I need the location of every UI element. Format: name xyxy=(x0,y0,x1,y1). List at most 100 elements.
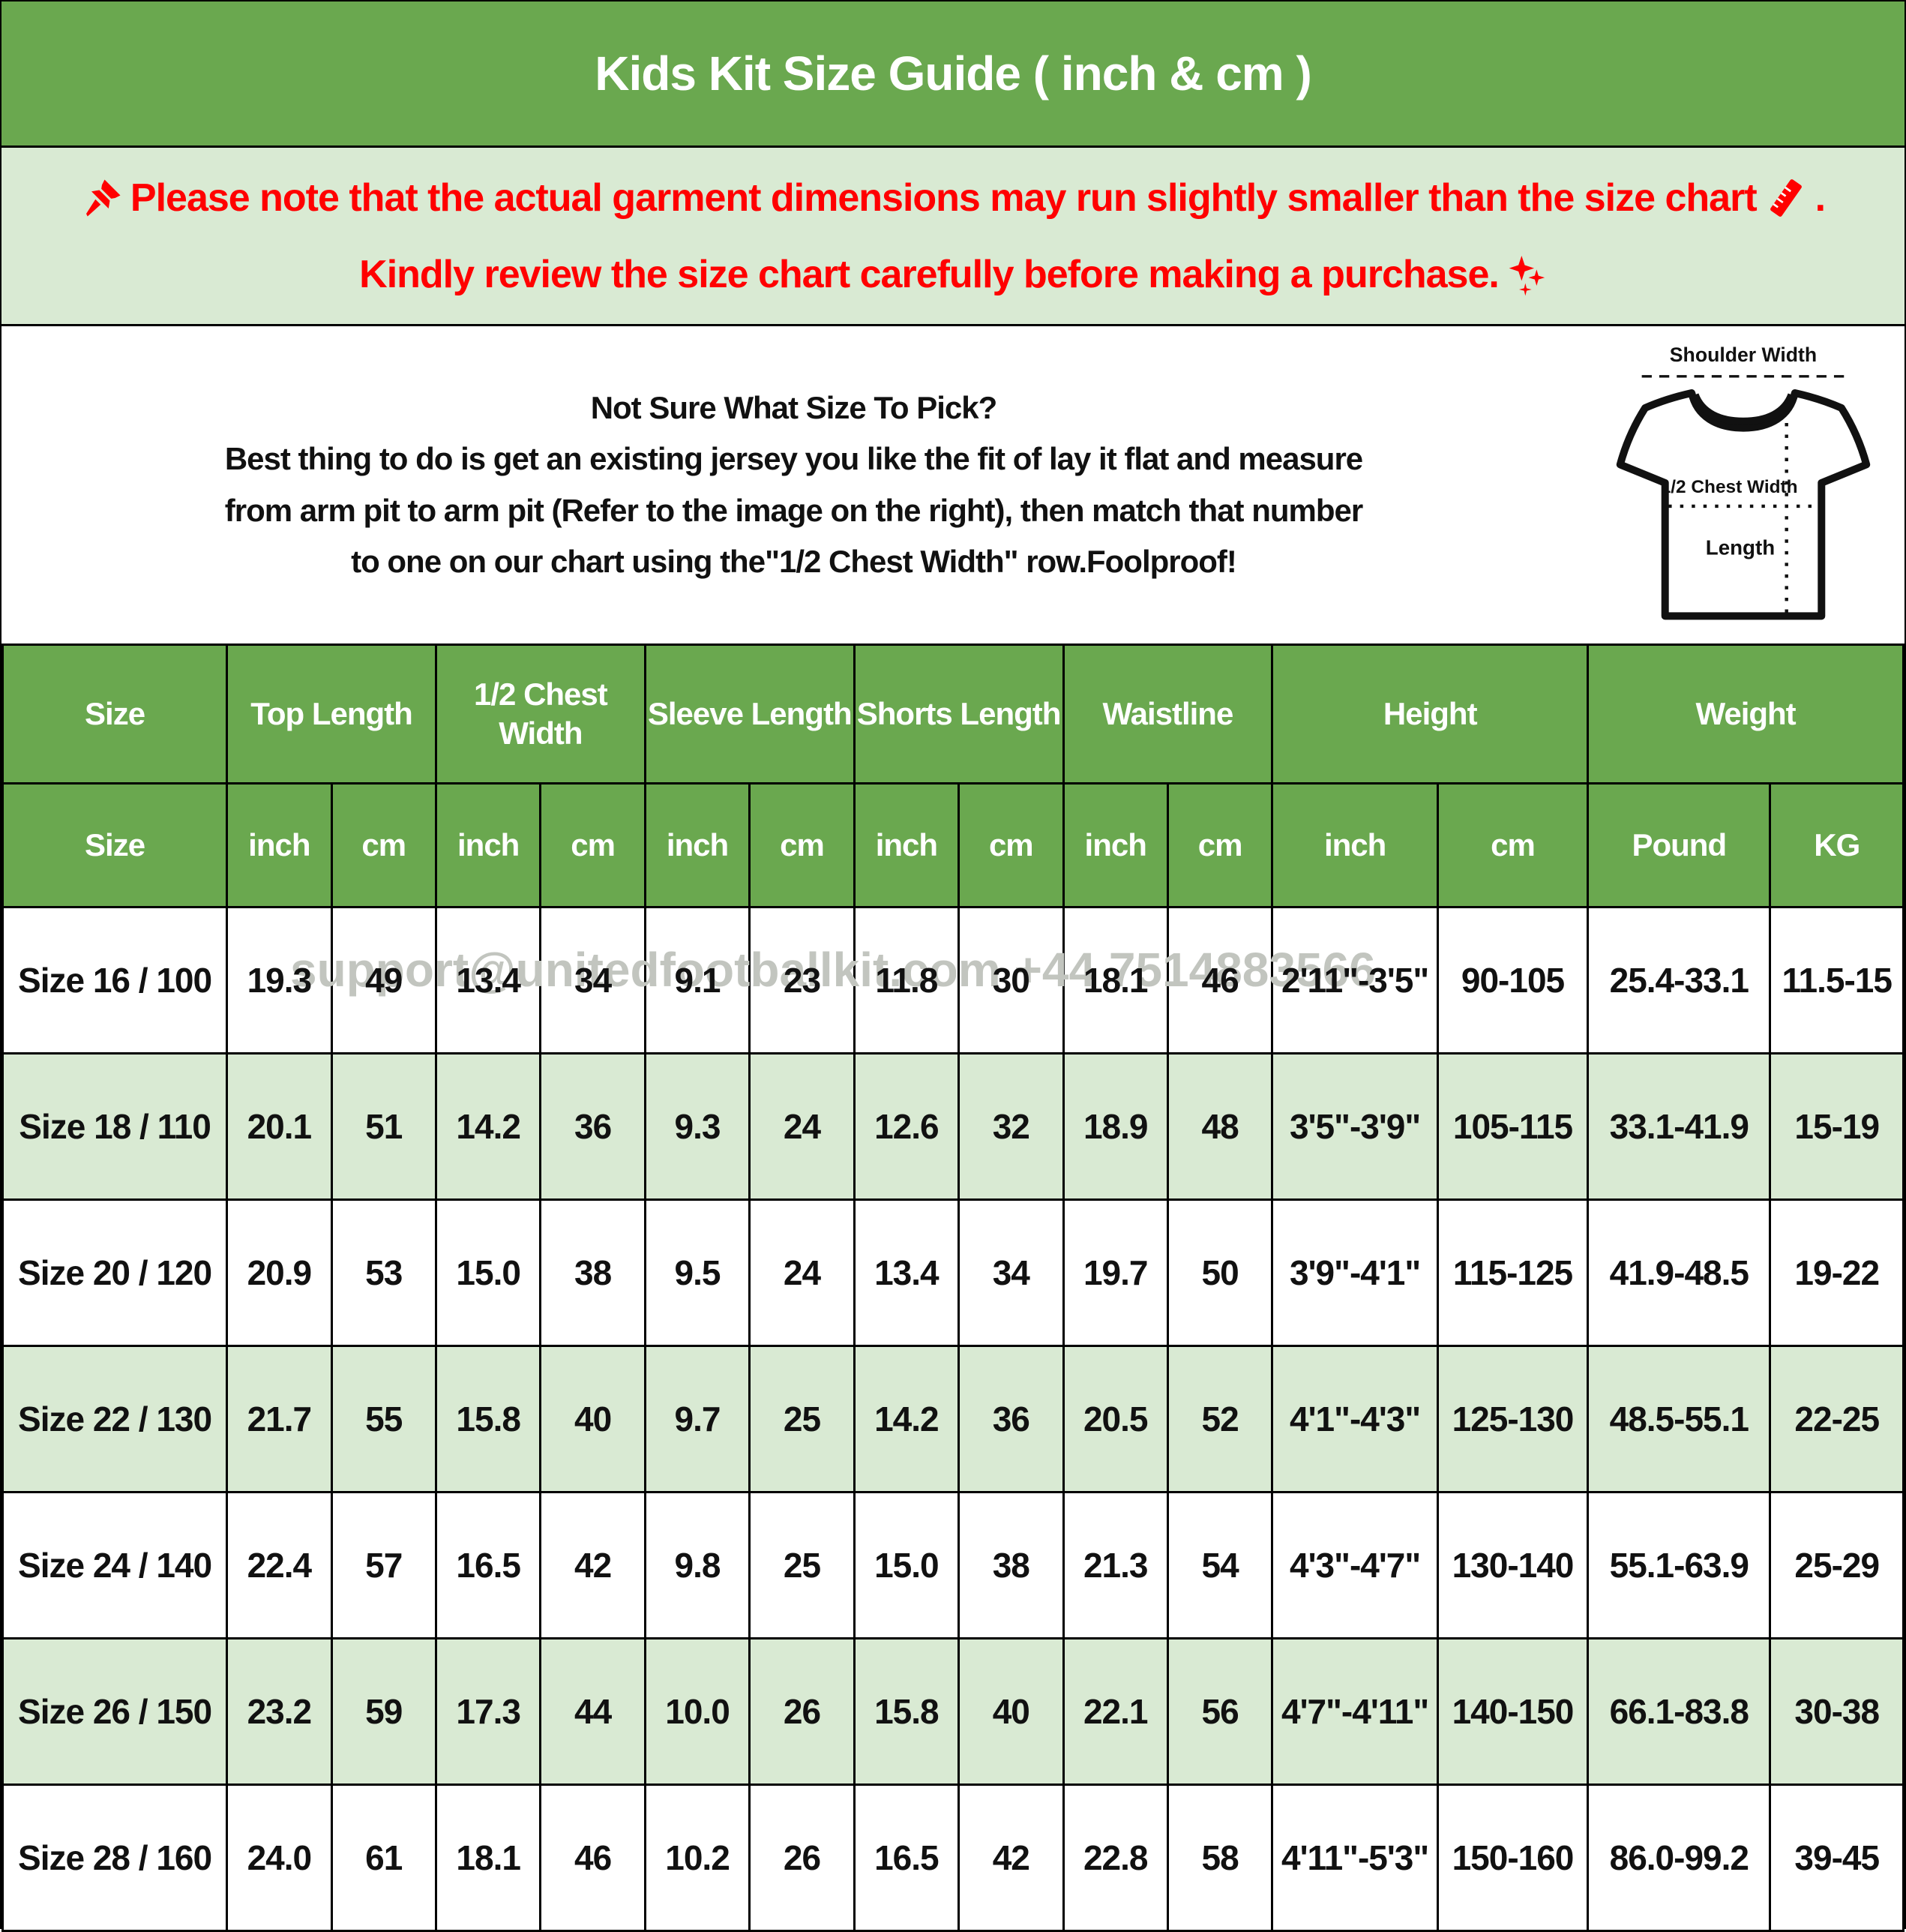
table-cell: 130-140 xyxy=(1436,1491,1590,1640)
table-cell: 18.1 xyxy=(1062,906,1169,1054)
table-cell: 9.8 xyxy=(643,1491,751,1640)
table-cell: 57 xyxy=(330,1491,437,1640)
table-cell: 9.3 xyxy=(643,1052,751,1201)
table-cell: 25.4-33.1 xyxy=(1587,906,1772,1054)
table-cell: 49 xyxy=(330,906,437,1054)
unit-header-0-size: Size xyxy=(1,782,229,908)
column-header-waistline: Waistline xyxy=(1062,644,1274,784)
unit-header-7-inch: inch xyxy=(853,782,960,908)
notice-text-1: Please note that the actual garment dime… xyxy=(130,176,1758,220)
table-cell: 54 xyxy=(1166,1491,1274,1640)
table-cell: 48 xyxy=(1166,1052,1274,1201)
table-row-size-20-120: Size 20 / 120 20.9 53 15.0 38 9.5 24 13.4 34 19.7… xyxy=(1,1198,1905,1347)
unit-header-6-cm: cm xyxy=(748,782,856,908)
table-cell: 4'7"-4'11" xyxy=(1271,1637,1439,1786)
table-cell: 32 xyxy=(957,1052,1065,1201)
notice-banner: Please note that the actual garment dime… xyxy=(1,148,1905,326)
table-cell: 24 xyxy=(748,1052,856,1201)
unit-header-4-cm: cm xyxy=(539,782,646,908)
row-size-cell: Size 28 / 160 xyxy=(1,1784,229,1932)
size-table-section: support@unitedfootballkit.com +44 751488… xyxy=(1,644,1905,1932)
table-cell: 61 xyxy=(330,1784,437,1932)
table-cell: 40 xyxy=(539,1345,646,1493)
table-cell: 38 xyxy=(539,1198,646,1347)
unit-header-5-inch: inch xyxy=(643,782,751,908)
sparkles-icon xyxy=(1509,255,1545,296)
row-size-cell: Size 22 / 130 xyxy=(1,1345,229,1493)
table-cell: 22-25 xyxy=(1769,1345,1905,1493)
notice-text-2: Kindly review the size chart carefully b… xyxy=(359,252,1500,296)
row-size-cell: Size 24 / 140 xyxy=(1,1491,229,1640)
table-cell: 56 xyxy=(1166,1637,1274,1786)
table-cell: 30 xyxy=(957,906,1065,1054)
column-header-size: Size xyxy=(1,644,229,784)
column-header-1-2-chest-width: 1/2 Chest Width xyxy=(434,644,646,784)
column-header-sleeve-length: Sleeve Length xyxy=(643,644,856,784)
table-cell: 24.0 xyxy=(226,1784,333,1932)
table-cell: 4'3"-4'7" xyxy=(1271,1491,1439,1640)
ruler-icon xyxy=(1770,178,1802,217)
unit-header-2-cm: cm xyxy=(330,782,437,908)
table-cell: 86.0-99.2 xyxy=(1587,1784,1772,1932)
table-cell: 11.8 xyxy=(853,906,960,1054)
tshirt-outline xyxy=(1616,389,1871,620)
size-table-body: Size 16 / 100 19.3 49 13.4 34 9.1 23 11.8 30 18.1… xyxy=(1,906,1905,1932)
table-cell: 9.7 xyxy=(643,1345,751,1493)
table-cell: 3'9"-4'1" xyxy=(1271,1198,1439,1347)
column-header-shorts-length: Shorts Length xyxy=(853,644,1065,784)
table-cell: 18.9 xyxy=(1062,1052,1169,1201)
unit-header-13-pound: Pound xyxy=(1587,782,1772,908)
guide-section: Not Sure What Size To Pick? Best thing t… xyxy=(1,326,1905,644)
unit-header-11-inch: inch xyxy=(1271,782,1439,908)
table-cell: 17.3 xyxy=(434,1637,542,1786)
table-cell: 20.1 xyxy=(226,1052,333,1201)
size-table-head: Size Top Length 1/2 Chest Width Sleeve Leng… xyxy=(1,644,1905,908)
guide-line-1: Best thing to do is get an existing jers… xyxy=(224,441,1363,477)
table-cell: 25 xyxy=(748,1491,856,1640)
table-cell: 16.5 xyxy=(853,1784,960,1932)
unit-header-1-inch: inch xyxy=(226,782,333,908)
table-cell: 41.9-48.5 xyxy=(1587,1198,1772,1347)
table-cell: 42 xyxy=(539,1491,646,1640)
table-cell: 55 xyxy=(330,1345,437,1493)
table-row-size-18-110: Size 18 / 110 20.1 51 14.2 36 9.3 24 12.6 32 18.9… xyxy=(1,1052,1905,1201)
table-cell: 38 xyxy=(957,1491,1065,1640)
table-cell: 105-115 xyxy=(1436,1052,1590,1201)
size-table: Size Top Length 1/2 Chest Width Sleeve Leng… xyxy=(1,644,1905,1932)
notice-line-1: Please note that the actual garment dime… xyxy=(81,176,1826,220)
table-cell: 58 xyxy=(1166,1784,1274,1932)
table-cell: 4'11"-5'3" xyxy=(1271,1784,1439,1932)
notice-text-1-end: . xyxy=(1815,176,1826,220)
table-cell: 34 xyxy=(957,1198,1065,1347)
table-cell: 59 xyxy=(330,1637,437,1786)
table-cell: 39-45 xyxy=(1769,1784,1905,1932)
table-cell: 150-160 xyxy=(1436,1784,1590,1932)
page-title: Kids Kit Size Guide ( inch & cm ) xyxy=(595,46,1312,100)
table-cell: 15.0 xyxy=(434,1198,542,1347)
table-row-size-22-130: Size 22 / 130 21.7 55 15.8 40 9.7 25 14.2 36 20.5… xyxy=(1,1345,1905,1493)
unit-header-14-kg: KG xyxy=(1769,782,1905,908)
table-cell: 9.5 xyxy=(643,1198,751,1347)
table-cell: 115-125 xyxy=(1436,1198,1590,1347)
table-cell: 22.8 xyxy=(1062,1784,1169,1932)
table-cell: 46 xyxy=(1166,906,1274,1054)
guide-line-3: to one on our chart using the"1/2 Chest … xyxy=(351,543,1237,579)
table-cell: 3'5"-3'9" xyxy=(1271,1052,1439,1201)
table-cell: 26 xyxy=(748,1784,856,1932)
table-cell: 22.4 xyxy=(226,1491,333,1640)
notice-line-2: Kindly review the size chart carefully b… xyxy=(359,252,1547,297)
table-cell: 25 xyxy=(748,1345,856,1493)
table-cell: 36 xyxy=(539,1052,646,1201)
table-cell: 23 xyxy=(748,906,856,1054)
table-cell: 53 xyxy=(330,1198,437,1347)
tshirt-diagram: Shoulder Width 1/2 Chest Width Length xyxy=(1582,326,1905,644)
table-cell: 15.0 xyxy=(853,1491,960,1640)
table-cell: 48.5-55.1 xyxy=(1587,1345,1772,1493)
table-cell: 10.0 xyxy=(643,1637,751,1786)
table-cell: 34 xyxy=(539,906,646,1054)
table-cell: 55.1-63.9 xyxy=(1587,1491,1772,1640)
table-cell: 66.1-83.8 xyxy=(1587,1637,1772,1786)
table-cell: 19.3 xyxy=(226,906,333,1054)
table-cell: 44 xyxy=(539,1637,646,1786)
